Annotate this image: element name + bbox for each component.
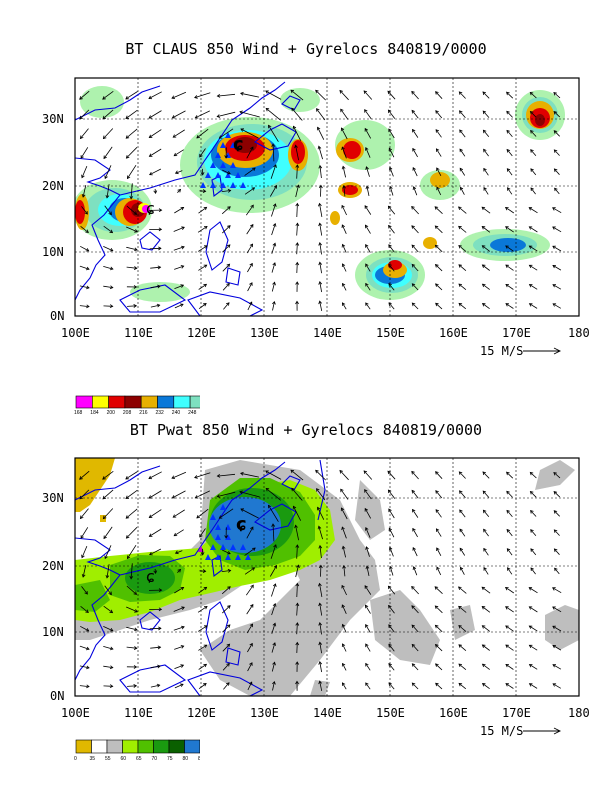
colorbar-swatch (184, 739, 200, 754)
panel1-vector-scale-arrow-icon (523, 347, 562, 355)
panel2-vector-scale-label: 15 M/S (480, 724, 523, 738)
typhoon-symbol-icon: ɕ ɕ (146, 134, 244, 218)
panel1-lon-160e: 160E (439, 326, 468, 340)
panel2-lat-20n: 20N (42, 559, 64, 573)
panel2-gyre-markers (205, 504, 251, 560)
svg-text:ɕ: ɕ (236, 514, 247, 535)
colorbar-label: 232 (156, 410, 165, 416)
panel2-lon-160e: 160E (439, 706, 468, 720)
panel1-colorbar: 168184200208216232240248256264280288 (74, 395, 200, 416)
colorbar-swatch (124, 395, 142, 409)
colorbar-label: 35 (90, 756, 96, 762)
colorbar-swatch (75, 739, 92, 754)
colorbar-swatch (137, 739, 154, 754)
panel2-colorbar: 0 35 55 60 65 70 75 80 80.96 (74, 739, 200, 762)
colorbar-label: 200 (107, 410, 116, 416)
panel2-shading (75, 458, 579, 696)
colorbar-swatch (91, 739, 108, 754)
colorbar-swatch (173, 395, 191, 409)
colorbar-label: 184 (90, 410, 99, 416)
panel1-lon-100e: 100E (61, 326, 90, 340)
panel1-lon-170e: 170E (502, 326, 531, 340)
colorbar-swatch (189, 395, 200, 409)
panel2-lon-130e: 130E (250, 706, 279, 720)
panel2-lon-100e: 100E (61, 706, 90, 720)
colorbar-swatch (106, 739, 123, 754)
panel1-lat-20n: 20N (42, 179, 64, 193)
panel2-lon-180: 180 (568, 706, 590, 720)
colorbar-label: 65 (136, 756, 142, 762)
panel2-coastlines (75, 459, 326, 696)
colorbar-label: 168 (74, 410, 83, 416)
panel2-wind-vectors (79, 469, 562, 691)
panel1-wind-vectors (79, 89, 562, 311)
colorbar-swatch (157, 395, 175, 409)
colorbar-swatch (122, 739, 139, 754)
panel1-shading (75, 86, 565, 302)
svg-text:ɕ: ɕ (146, 567, 155, 586)
panel2-title: BT Pwat 850 Wind + Gyrelocs 840819/0000 (129, 421, 483, 439)
panel1-lon-120e: 120E (187, 326, 216, 340)
colorbar-label: 248 (188, 410, 197, 416)
panel1-coastlines (75, 81, 301, 316)
panel2-lon-140e: 140E (313, 706, 342, 720)
colorbar-swatch (108, 395, 126, 409)
panel2-vector-scale-arrow-icon (523, 727, 562, 735)
panel2-lat-0n: 0N (50, 689, 64, 703)
colorbar-label: 75 (167, 756, 173, 762)
panel2-lon-150e: 150E (376, 706, 405, 720)
panel1-vector-scale-label: 15 M/S (480, 344, 523, 358)
colorbar-swatch (168, 739, 185, 754)
panel1-lon-140e: 140E (313, 326, 342, 340)
colorbar-label: 55 (105, 756, 111, 762)
colorbar-label: 60 (121, 756, 127, 762)
panel2-grid (75, 458, 579, 696)
svg-text:ɕ: ɕ (146, 199, 155, 218)
colorbar-swatch (140, 395, 158, 409)
panel1-map: ɕ ɕ 30N 20N 10N 0N 100E 110E 120E 130E 1… (42, 77, 590, 358)
colorbar-swatch (92, 395, 109, 409)
panel1-lon-150e: 150E (376, 326, 405, 340)
panel2-lon-170e: 170E (502, 706, 531, 720)
colorbar-swatch (75, 395, 93, 409)
panel2-frame (74, 457, 580, 697)
panel2-map: ɕ ɕ 30N 20N 10N 0N 100E 110E 120E 130E 1… (42, 457, 590, 738)
colorbar-swatch (153, 739, 170, 754)
colorbar-label: 0 (74, 756, 77, 762)
panel1-lon-180: 180 (568, 326, 590, 340)
panel1-lon-130e: 130E (250, 326, 279, 340)
typhoon-symbol-icon: ɕ ɕ (146, 514, 247, 586)
svg-text:ɕ: ɕ (233, 134, 244, 155)
panel2-lon-120e: 120E (187, 706, 216, 720)
panel1-frame (74, 77, 580, 317)
colorbar-label: 80 (183, 756, 189, 762)
panel2-lon-110e: 110E (124, 706, 153, 720)
colorbar-label: 70 (152, 756, 158, 762)
panel1-lon-110e: 110E (124, 326, 153, 340)
panel1-lat-30n: 30N (42, 112, 64, 126)
panel1-lat-10n: 10N (42, 245, 64, 259)
colorbar-label: 216 (139, 410, 148, 416)
panel1-title: BT CLAUS 850 Wind + Gyrelocs 840819/0000 (125, 40, 487, 58)
panel1-grid (75, 78, 579, 316)
panel2-lat-10n: 10N (42, 625, 64, 639)
colorbar-label: 208 (123, 410, 132, 416)
colorbar-label: 240 (172, 410, 181, 416)
panel1-lat-0n: 0N (50, 309, 64, 323)
panel2-lat-30n: 30N (42, 491, 64, 505)
colorbar-label: 80.96 (198, 756, 200, 762)
